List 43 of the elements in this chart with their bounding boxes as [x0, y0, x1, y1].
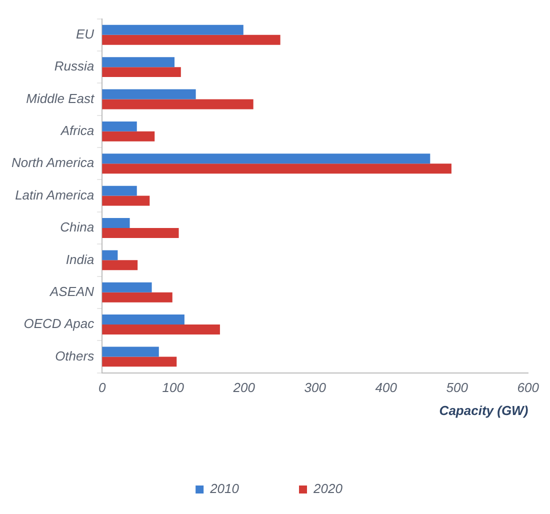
bar	[102, 282, 152, 292]
bar	[102, 228, 179, 238]
x-axis-title: Capacity (GW)	[439, 402, 528, 418]
bar	[102, 57, 175, 68]
bar	[102, 24, 244, 35]
bar	[102, 154, 430, 164]
legend-label: 2010	[209, 481, 240, 496]
y-tick-label: Latin America	[15, 187, 94, 202]
y-tick-label: Middle East	[26, 90, 96, 106]
bar	[102, 34, 280, 45]
y-tick-label: Russia	[54, 58, 94, 74]
y-tick-label: China	[60, 220, 94, 235]
x-tick-label: 0	[98, 380, 106, 396]
bar	[102, 292, 172, 302]
y-tick-label: ASEAN	[49, 284, 95, 299]
legend-label: 2020	[312, 481, 344, 496]
y-tick-label: EU	[76, 26, 95, 42]
y-tick-label: Africa	[60, 123, 94, 138]
bar	[102, 121, 137, 132]
bar	[102, 196, 150, 206]
bar	[102, 346, 159, 357]
bar	[102, 250, 118, 260]
bar	[102, 67, 181, 78]
bar	[102, 260, 138, 270]
x-tick-label: 500	[446, 380, 469, 396]
bar	[102, 99, 254, 110]
y-tick-label: North America	[11, 155, 94, 170]
bar	[102, 218, 130, 228]
x-tick-label: 300	[304, 380, 327, 396]
x-tick-label: 100	[162, 380, 185, 396]
x-tick-label: 200	[232, 380, 256, 396]
bar	[102, 131, 155, 142]
y-tick-label: OECD Apac	[24, 316, 95, 332]
bar	[102, 89, 196, 100]
bar	[102, 164, 452, 174]
bar	[102, 324, 220, 335]
x-tick-label: 600	[517, 380, 540, 396]
bar	[102, 314, 184, 325]
bar	[102, 356, 177, 367]
bar	[102, 186, 137, 196]
y-tick-label: India	[66, 252, 94, 267]
x-tick-label: 400	[375, 380, 398, 396]
y-tick-label: Others	[55, 348, 95, 364]
